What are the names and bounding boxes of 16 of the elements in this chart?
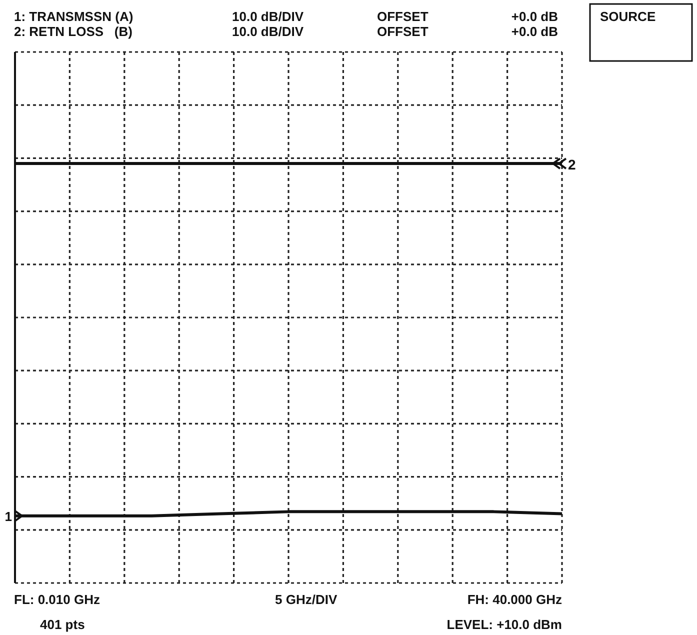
text: 1: TRANSMSSN (A): [14, 9, 134, 24]
series-label: 1: [4, 508, 12, 524]
text: +0.0 dB: [511, 24, 558, 39]
text: 401 pts: [40, 617, 85, 632]
text: OFFSET: [377, 9, 428, 24]
text: OFFSET: [377, 24, 428, 39]
text: 2: RETN LOSS (B): [14, 24, 132, 39]
text: FH: 40.000 GHz: [467, 592, 562, 607]
text: 10.0 dB/DIV: [232, 24, 304, 39]
text: +0.0 dB: [511, 9, 558, 24]
text: 10.0 dB/DIV: [232, 9, 304, 24]
series-label: 2: [568, 156, 576, 173]
text: SOURCE: [600, 9, 656, 24]
text: 5 GHz/DIV: [275, 592, 338, 607]
text: FL: 0.010 GHz: [14, 592, 100, 607]
text: LEVEL: +10.0 dBm: [446, 617, 562, 632]
